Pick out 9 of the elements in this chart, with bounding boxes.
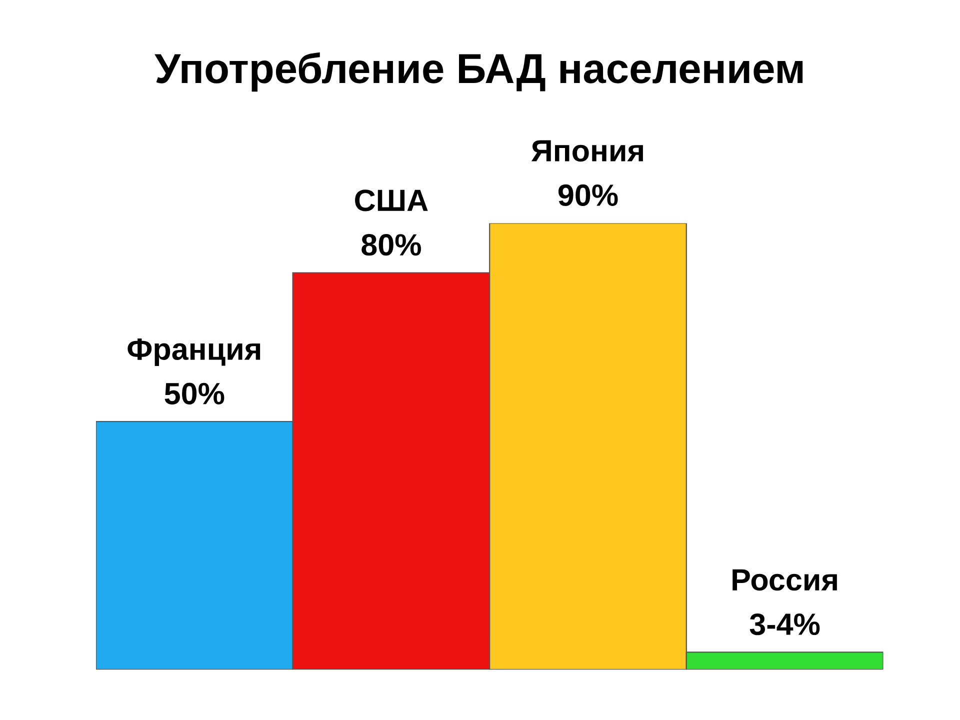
data-label: 50% xyxy=(164,382,224,404)
chart-title: Употребление БАД населением xyxy=(154,52,803,92)
data-label: 90% xyxy=(558,184,618,206)
x-tick-label: Япония xyxy=(531,140,643,162)
x-tick-label: Франция xyxy=(128,338,260,366)
data-label: 3-4% xyxy=(750,613,820,636)
x-tick-label: Россия xyxy=(732,569,837,591)
x-tick-label: США xyxy=(355,190,428,212)
data-label: 80% xyxy=(362,234,421,256)
